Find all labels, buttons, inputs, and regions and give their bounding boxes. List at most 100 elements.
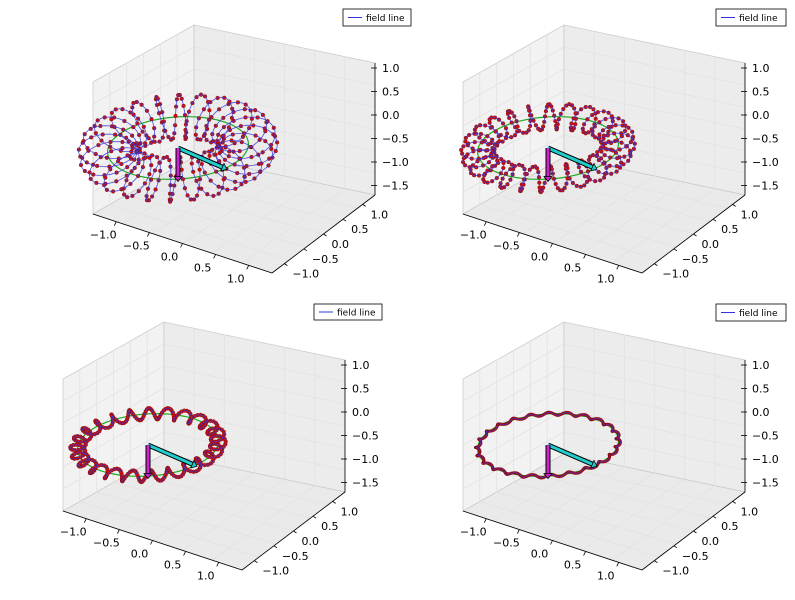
- legend-box: [715, 8, 787, 27]
- legend-box: [342, 8, 412, 27]
- y-tick: [673, 545, 678, 549]
- z-tick-label: 0.0: [752, 406, 770, 419]
- z-tick-label: −1.0: [752, 156, 779, 169]
- x-tick-label: −1.0: [460, 229, 487, 242]
- arrow-head: [173, 176, 183, 183]
- torus-axis-circle: [106, 116, 250, 180]
- z-tick-label: 0.5: [382, 86, 400, 99]
- y-tick: [732, 501, 736, 504]
- grid-line: [92, 112, 376, 171]
- y-tick-label: 1.0: [371, 208, 389, 221]
- y-tick-label: 1.0: [341, 505, 359, 518]
- y-tick: [362, 204, 366, 207]
- z-tick-label: −1.5: [752, 477, 779, 490]
- y-tick-label: −1.0: [292, 268, 319, 281]
- y-tick: [332, 501, 336, 504]
- x-tick: [180, 243, 183, 248]
- y-tick-label: 0.0: [302, 535, 320, 548]
- x-tick: [583, 254, 586, 259]
- y-tick-label: −0.5: [682, 253, 709, 266]
- arrow-head: [143, 473, 153, 480]
- y-tick: [673, 248, 678, 252]
- y-tick: [284, 263, 288, 266]
- legend: field line: [313, 303, 383, 321]
- grid-line: [611, 485, 716, 561]
- z-tick-label: 1.0: [752, 62, 770, 75]
- x-tick: [150, 540, 153, 545]
- field-line: [78, 94, 278, 203]
- z-tick-label: −1.5: [382, 180, 409, 193]
- y-tick-label: −0.5: [282, 550, 309, 563]
- x-tick: [183, 551, 186, 556]
- y-tick: [732, 204, 736, 207]
- y-tick: [254, 560, 258, 563]
- z-tick-label: 1.0: [352, 359, 370, 372]
- x-tick: [216, 562, 220, 567]
- arrow-cyan: [147, 443, 193, 466]
- y-tick: [293, 530, 297, 534]
- y-tick-label: −1.0: [662, 268, 689, 281]
- x-tick-label: 0.5: [564, 261, 582, 274]
- y-tick: [712, 218, 717, 222]
- y-tick-label: −0.5: [312, 253, 339, 266]
- arrow-head: [543, 473, 553, 480]
- legend-box: [715, 303, 787, 322]
- z-tick-label: 0.5: [352, 383, 370, 396]
- x-tick-label: −0.5: [493, 240, 520, 253]
- arrow-head: [220, 162, 228, 172]
- x-tick-label: 1.0: [597, 569, 615, 582]
- arrow-head: [590, 459, 598, 469]
- x-tick-label: −1.0: [60, 526, 87, 539]
- panel-top-left: 1.00.50.0−0.5−1.0−1.5−1.0−0.50.00.51.0 −1…: [76, 8, 412, 285]
- x-tick: [550, 540, 553, 545]
- y-tick-label: −0.5: [682, 550, 709, 563]
- x-tick: [117, 529, 120, 534]
- z-tick-label: −1.5: [352, 477, 379, 490]
- x-tick: [83, 518, 87, 523]
- y-tick-label: −1.0: [262, 565, 289, 578]
- z-tick-label: 0.5: [752, 383, 770, 396]
- z-tick-label: −0.5: [382, 133, 409, 146]
- x-tick: [583, 551, 586, 556]
- arrow-head: [190, 459, 198, 469]
- x-tick-label: −1.0: [460, 526, 487, 539]
- z-tick-label: 0.5: [752, 86, 770, 99]
- field-line: [460, 103, 636, 193]
- x-tick: [113, 221, 117, 226]
- z-tick-label: −0.5: [752, 430, 779, 443]
- panel-bottom-left: 1.00.50.0−0.5−1.0−1.5−1.0−0.50.00.51.0 −1…: [60, 303, 383, 582]
- legend: field line: [715, 303, 787, 322]
- y-tick: [654, 263, 658, 266]
- panel-bottom-right: 1.00.50.0−0.5−1.0−1.5−1.0−0.50.00.51.0 −1…: [460, 303, 787, 582]
- x-tick: [616, 562, 620, 567]
- panel-top-right: 1.00.50.0−0.5−1.0−1.5−1.0−0.50.00.51.0 −1…: [459, 8, 787, 285]
- field-line: [69, 407, 227, 483]
- z-tick-label: −1.5: [752, 180, 779, 193]
- x-tick-label: 0.5: [164, 558, 182, 571]
- x-tick: [550, 243, 553, 248]
- z-tick-label: 1.0: [382, 62, 400, 75]
- y-tick-label: 1.0: [741, 505, 759, 518]
- y-tick: [654, 560, 658, 563]
- x-tick-label: 0.0: [531, 548, 549, 561]
- z-tick-label: −1.0: [352, 453, 379, 466]
- x-tick-label: 1.0: [227, 272, 245, 285]
- y-tick: [323, 233, 327, 237]
- legend-label: field line: [337, 309, 376, 319]
- arrow-cyan: [547, 146, 593, 169]
- x-tick: [246, 265, 250, 270]
- z-tick-label: 0.0: [382, 109, 400, 122]
- grid-line: [611, 188, 716, 264]
- z-tick-label: −0.5: [752, 133, 779, 146]
- x-tick: [483, 221, 487, 226]
- x-tick-label: 0.0: [161, 251, 179, 264]
- grid-line: [462, 134, 746, 193]
- x-tick-label: −1.0: [90, 229, 117, 242]
- z-tick-label: −1.0: [752, 453, 779, 466]
- z-tick-label: −1.0: [382, 156, 409, 169]
- legend-label: field line: [739, 309, 778, 319]
- x-tick-label: −0.5: [493, 537, 520, 550]
- legend: field line: [715, 8, 787, 27]
- y-tick-label: 0.5: [351, 223, 369, 236]
